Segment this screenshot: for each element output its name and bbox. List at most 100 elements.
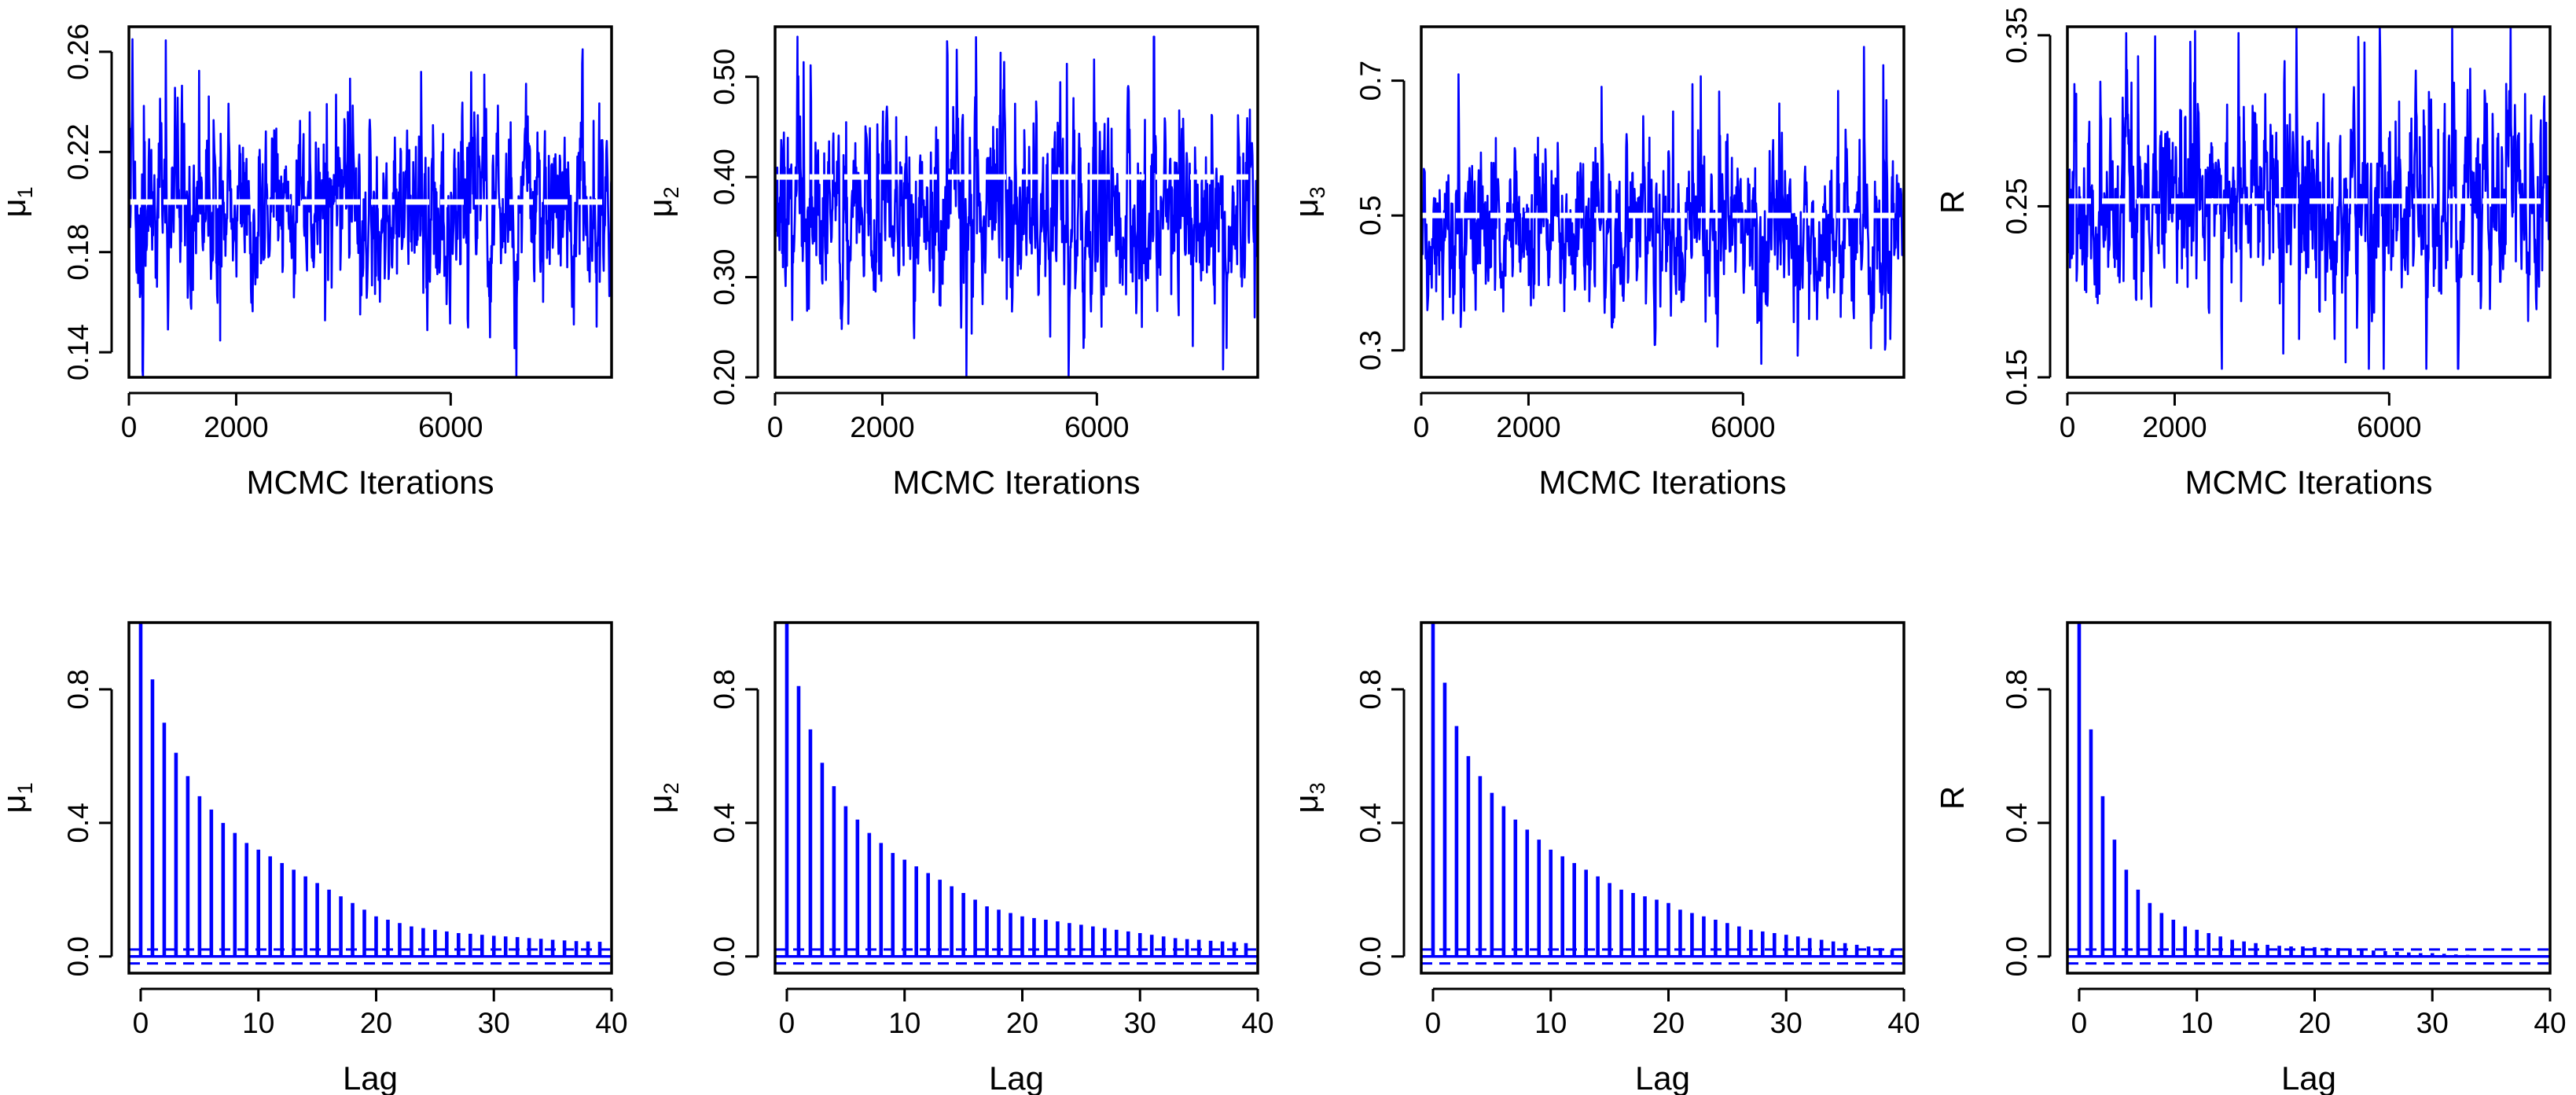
x-tick-label: 40 [1241, 1007, 1273, 1039]
y-tick-label: 0.25 [2001, 178, 2033, 234]
x-tick-label: 30 [1770, 1007, 1802, 1039]
y-axis-title-subscript: 2 [660, 782, 683, 794]
y-tick-label: 0.20 [708, 349, 740, 406]
y-tick-label: 0.0 [62, 936, 94, 976]
x-tick-label: 2000 [850, 411, 914, 443]
y-axis-title-subscript: 3 [1306, 782, 1329, 794]
y-tick-label: 0.22 [62, 123, 94, 180]
y-tick-label: 0.4 [2001, 803, 2033, 843]
x-axis-title: Lag [989, 1060, 1044, 1095]
plot-frame [774, 25, 1259, 379]
x-tick-label: 20 [1652, 1007, 1685, 1039]
plot-frame [2066, 621, 2552, 975]
x-tick-label: 0 [779, 1007, 796, 1039]
y-axis-title-symbol: R [1934, 190, 1971, 214]
y-axis-title-symbol: μ [641, 794, 678, 813]
x-tick-label: 2000 [1496, 411, 1560, 443]
trace-panel-4: 0 2000 6000 0.15 0.25 0.35 MCMC Iterations R [1934, 7, 2556, 501]
y-axis-title-symbol: R [1934, 786, 1971, 810]
acf-panel-2: 0 10 20 30 40 0.0 0.4 0.8 Lag μ2 [641, 621, 1274, 1095]
y-tick-label: 0.4 [1354, 803, 1387, 843]
x-tick-label: 6000 [1711, 411, 1775, 443]
plot-frame [1420, 621, 1905, 975]
x-tick-label: 40 [2534, 1007, 2566, 1039]
y-axis-title: R [1934, 190, 1971, 214]
x-tick-label: 20 [2299, 1007, 2331, 1039]
plot-frame [127, 25, 613, 379]
y-axis-title-subscript: 2 [660, 186, 683, 198]
y-tick-label: 0.26 [62, 24, 94, 80]
y-tick-label: 0.5 [1354, 195, 1387, 235]
y-axis-title-symbol: μ [641, 198, 678, 217]
trace-line [127, 38, 613, 379]
y-axis-title-symbol: μ [1288, 794, 1325, 813]
y-tick-label: 0.18 [62, 224, 94, 281]
y-tick-label: 0.8 [708, 669, 740, 709]
x-axis-title: Lag [2281, 1060, 2336, 1095]
trace-panel-2: 0 2000 6000 0.20 0.30 0.40 0.50 MCMC Iterations… [641, 25, 1264, 501]
y-tick-label: 0.40 [708, 149, 740, 205]
y-tick-label: 0.14 [62, 324, 94, 380]
x-tick-label: 20 [1006, 1007, 1038, 1039]
trace-line [774, 35, 1259, 379]
y-axis-title: μ3 [1288, 782, 1329, 813]
plot-frame [774, 621, 1259, 975]
x-tick-label: 6000 [418, 411, 483, 443]
y-tick-label: 0.3 [1354, 330, 1387, 370]
y-axis-title-symbol: μ [1288, 198, 1325, 217]
x-tick-label: 0 [2060, 411, 2076, 443]
x-axis-title: MCMC Iterations [246, 464, 494, 501]
y-tick-label: 0.15 [2001, 349, 2033, 406]
y-tick-label: 0.8 [1354, 669, 1387, 709]
plot-frame [127, 621, 613, 975]
y-axis-title-subscript: 1 [13, 782, 37, 794]
x-tick-label: 0 [767, 411, 784, 443]
y-tick-label: 0.4 [708, 803, 740, 843]
y-tick-label: 0.35 [2001, 7, 2033, 64]
x-tick-label: 40 [1887, 1007, 1920, 1039]
x-tick-label: 30 [2416, 1007, 2449, 1039]
x-tick-label: 6000 [1064, 411, 1129, 443]
acf-panel-3: 0 10 20 30 40 0.0 0.4 0.8 Lag μ3 [1288, 621, 1920, 1095]
x-axis-title: MCMC Iterations [892, 464, 1140, 501]
plot-frame [2066, 25, 2552, 379]
trace-line [1420, 46, 1905, 366]
x-tick-label: 0 [121, 411, 138, 443]
x-tick-label: 10 [1534, 1007, 1567, 1039]
x-tick-label: 2000 [2142, 411, 2207, 443]
y-tick-label: 0.8 [2001, 669, 2033, 709]
plot-frame [1420, 25, 1905, 379]
x-tick-label: 0 [1413, 411, 1430, 443]
y-axis-title: μ3 [1288, 186, 1329, 217]
x-tick-label: 10 [888, 1007, 921, 1039]
y-tick-label: 0.30 [708, 249, 740, 306]
x-tick-label: 20 [360, 1007, 392, 1039]
x-tick-label: 0 [1425, 1007, 1442, 1039]
trace-panel-1: 0 2000 6000 0.14 0.18 0.22 0.26 MCMC Iterations… [0, 24, 618, 501]
x-axis-title: Lag [1635, 1060, 1690, 1095]
y-axis-title: R [1934, 786, 1971, 810]
x-tick-label: 6000 [2357, 411, 2421, 443]
y-tick-label: 0.50 [708, 49, 740, 105]
y-axis-title-symbol: μ [0, 198, 32, 217]
y-tick-label: 0.0 [1354, 936, 1387, 976]
y-tick-label: 0.0 [708, 936, 740, 976]
y-tick-label: 0.8 [62, 669, 94, 709]
y-tick-label: 0.4 [62, 803, 94, 843]
x-axis-title: MCMC Iterations [1538, 464, 1786, 501]
acf-panel-1: 0 10 20 30 40 0.0 0.4 0.8 Lag μ1 [0, 621, 628, 1095]
trace-panel-3: 0 2000 6000 0.3 0.5 0.7 MCMC Iterations μ3 [1288, 25, 1910, 501]
y-tick-label: 0.7 [1354, 61, 1387, 101]
x-tick-label: 30 [1124, 1007, 1156, 1039]
x-tick-label: 0 [2071, 1007, 2088, 1039]
y-axis-title-subscript: 1 [13, 186, 37, 198]
y-tick-label: 0.0 [2001, 936, 2033, 976]
x-axis-title: MCMC Iterations [2185, 464, 2432, 501]
x-tick-label: 2000 [204, 411, 268, 443]
x-axis-title: Lag [343, 1060, 398, 1095]
acf-panel-4: 0 10 20 30 40 0.0 0.4 0.8 Lag R [1934, 621, 2567, 1095]
x-tick-label: 40 [595, 1007, 627, 1039]
y-axis-title: μ1 [0, 186, 37, 217]
y-axis-title: μ2 [641, 186, 683, 217]
